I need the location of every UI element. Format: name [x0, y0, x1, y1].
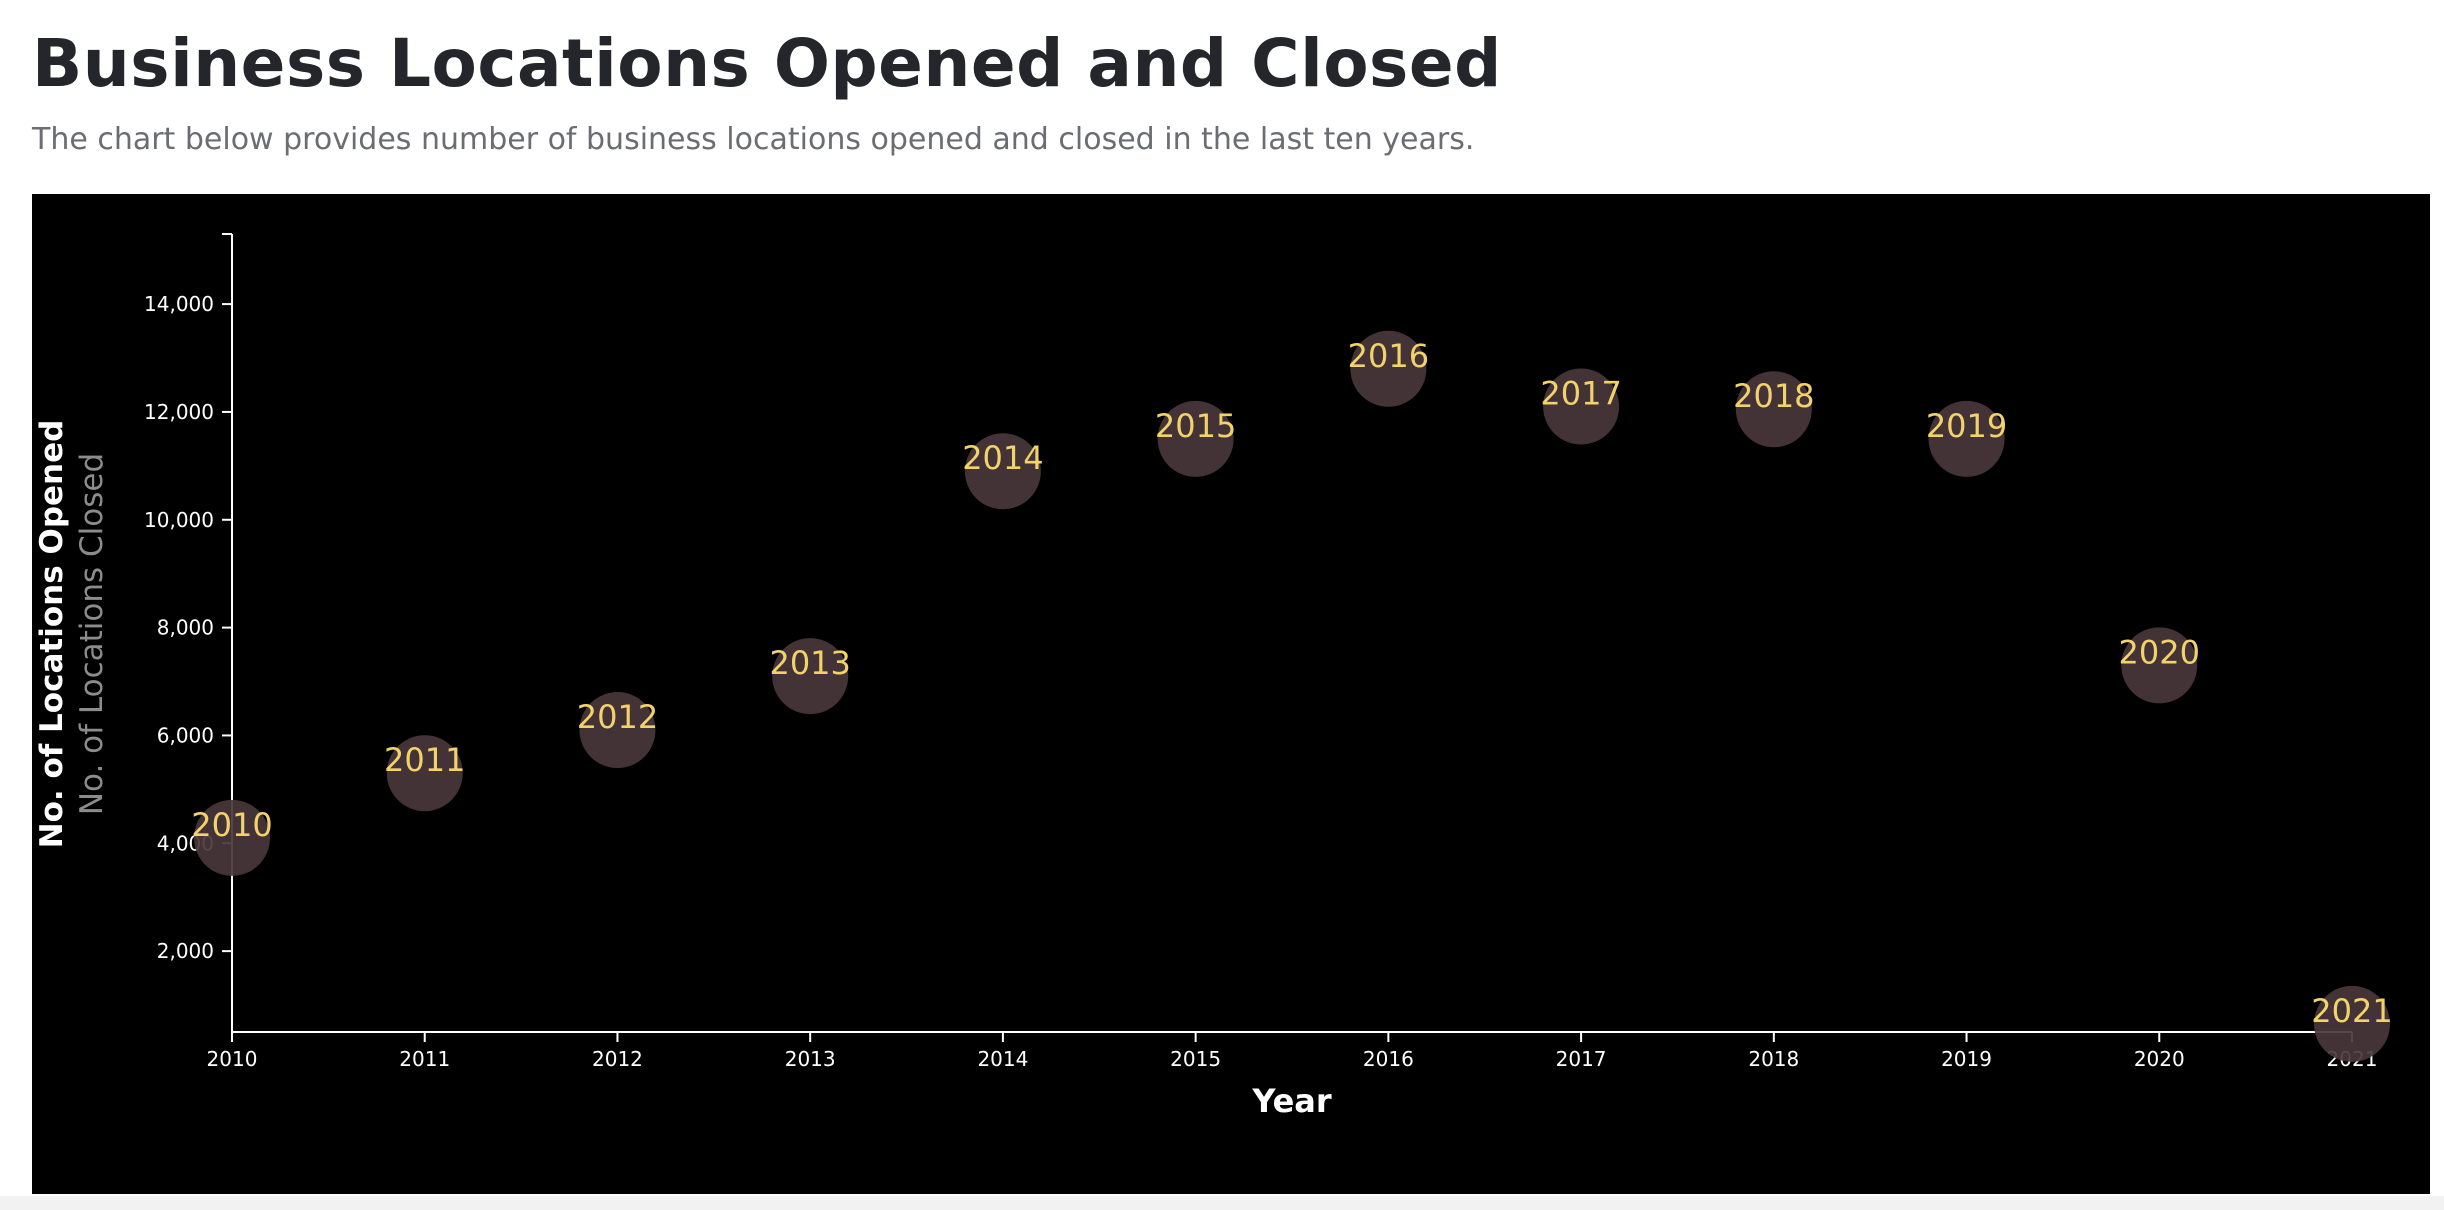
data-point[interactable]: 2014 — [962, 433, 1044, 510]
y-tick-label: 2,000 — [157, 939, 214, 963]
data-point[interactable]: 2015 — [1155, 400, 1236, 477]
data-point[interactable]: 2017 — [1540, 368, 1622, 445]
data-point[interactable]: 2020 — [2119, 627, 2200, 704]
x-tick-label: 2015 — [1170, 1047, 1221, 1071]
page-title: Business Locations Opened and Closed — [32, 25, 1502, 102]
y-axis-label-opened: No. of Locations Opened — [34, 420, 70, 849]
bubble-marker[interactable] — [1735, 371, 1812, 448]
bubble-marker[interactable] — [772, 638, 849, 715]
bubble-marker[interactable] — [1543, 368, 1620, 445]
data-point[interactable]: 2018 — [1733, 371, 1815, 448]
data-point[interactable]: 2010 — [191, 799, 273, 876]
bubble-marker[interactable] — [194, 799, 270, 876]
y-tick-label: 8,000 — [157, 616, 214, 640]
bubble-label: 2017 — [1540, 375, 1621, 413]
data-point[interactable]: 2012 — [577, 692, 658, 769]
bubble-label: 2015 — [1155, 407, 1236, 445]
bubble-label: 2014 — [962, 439, 1043, 477]
bubble-label: 2011 — [384, 741, 465, 779]
bubble-marker[interactable] — [2314, 985, 2390, 1062]
x-tick-label: 2020 — [2134, 1047, 2185, 1071]
y-tick-label: 10,000 — [144, 508, 214, 532]
bubble-marker[interactable] — [2121, 627, 2198, 704]
data-point[interactable]: 2011 — [384, 735, 465, 812]
bubble-label: 2010 — [191, 806, 272, 844]
y-tick-label: 6,000 — [157, 723, 214, 747]
bubble-label: 2021 — [2311, 992, 2392, 1030]
bubble-marker[interactable] — [1157, 400, 1234, 477]
bubble-label: 2020 — [2119, 633, 2200, 671]
bubble-label: 2012 — [577, 698, 658, 736]
x-tick-label: 2019 — [1941, 1047, 1992, 1071]
bubble-marker[interactable] — [1928, 400, 2005, 477]
bubble-label: 2019 — [1926, 407, 2007, 445]
x-tick-label: 2018 — [1748, 1047, 1799, 1071]
x-tick-label: 2017 — [1556, 1047, 1607, 1071]
chart-panel: 2,000 4,000 6,000 8,000 10,000 12,000 14,000 2… — [32, 194, 2430, 1194]
bubble-label: 2016 — [1348, 337, 1429, 375]
x-axis-label: Year — [1251, 1082, 1332, 1120]
bubble-label: 2013 — [769, 644, 850, 682]
y-tick-label: 12,000 — [144, 400, 214, 424]
y-tick-label: 14,000 — [144, 292, 214, 316]
bubble-marker[interactable] — [579, 692, 656, 769]
page-subtitle: The chart below provides number of busin… — [32, 122, 1475, 157]
y-axis-label-closed: No. of Locations Closed — [74, 453, 110, 815]
bubble-marker[interactable] — [386, 735, 463, 812]
x-tick-label: 2014 — [977, 1047, 1028, 1071]
bubble-label: 2018 — [1733, 377, 1814, 415]
bubble-marker[interactable] — [964, 433, 1041, 510]
page-footer-strip — [0, 1196, 2444, 1210]
x-tick-label: 2016 — [1363, 1047, 1414, 1071]
x-tick-label: 2012 — [592, 1047, 643, 1071]
data-point[interactable]: 2021 — [2311, 985, 2393, 1062]
data-point[interactable]: 2019 — [1926, 400, 2007, 477]
x-axis: 2010 2011 2012 2013 2014 2015 2016 2017 2018 2019… — [207, 1031, 2377, 1071]
bubble-marker[interactable] — [1350, 330, 1427, 407]
data-point[interactable]: 2013 — [769, 638, 851, 715]
data-point[interactable]: 2016 — [1348, 330, 1429, 407]
x-tick-label: 2013 — [785, 1047, 836, 1071]
x-tick-label: 2010 — [207, 1047, 258, 1071]
x-tick-label: 2011 — [399, 1047, 450, 1071]
bubble-layer: 2010 2011 2012 2013 2014 2015 2016 2017 2018 2019… — [191, 330, 2393, 1062]
